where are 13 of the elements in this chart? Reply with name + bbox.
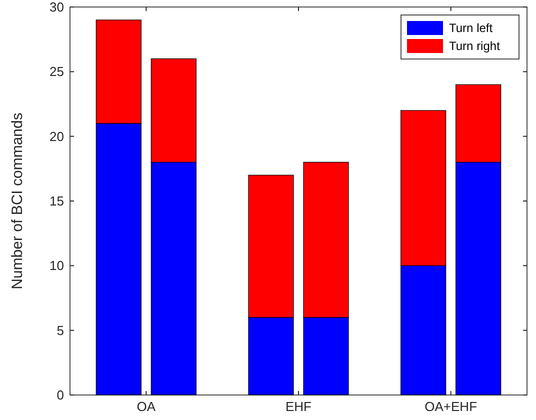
legend-label: Turn left bbox=[449, 21, 494, 36]
y-tick-label: 25 bbox=[50, 64, 64, 80]
y-tick-label: 5 bbox=[56, 322, 64, 338]
y-tick-label: 10 bbox=[50, 258, 64, 274]
y-tick-label: 15 bbox=[50, 194, 64, 209]
text: OA+EHF bbox=[424, 399, 478, 414]
y-tick-label: 20 bbox=[50, 128, 64, 144]
y-tick-label: 0 bbox=[56, 388, 64, 403]
text: EHF bbox=[286, 399, 312, 414]
y-axis-title: Number of BCI commands bbox=[9, 112, 26, 290]
text: OA bbox=[136, 399, 156, 414]
y-tick-label: 30 bbox=[50, 0, 64, 15]
legend-label: Turn right bbox=[449, 39, 501, 54]
